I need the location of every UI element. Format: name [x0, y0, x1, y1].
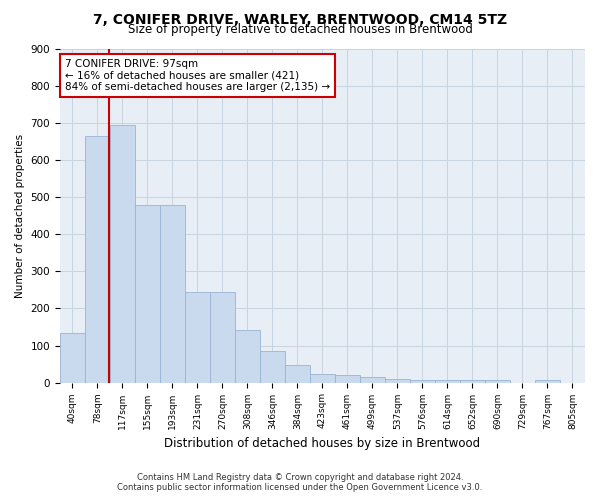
Bar	[385, 379, 410, 382]
Bar	[85, 136, 110, 382]
Bar	[485, 380, 510, 382]
Bar	[60, 332, 85, 382]
Bar	[460, 380, 485, 382]
Bar	[185, 292, 210, 382]
Bar	[310, 374, 335, 382]
Bar	[335, 375, 360, 382]
X-axis label: Distribution of detached houses by size in Brentwood: Distribution of detached houses by size …	[164, 437, 481, 450]
Bar	[285, 365, 310, 382]
Text: Size of property relative to detached houses in Brentwood: Size of property relative to detached ho…	[128, 22, 472, 36]
Text: 7, CONIFER DRIVE, WARLEY, BRENTWOOD, CM14 5TZ: 7, CONIFER DRIVE, WARLEY, BRENTWOOD, CM1…	[93, 12, 507, 26]
Y-axis label: Number of detached properties: Number of detached properties	[15, 134, 25, 298]
Bar	[410, 380, 435, 382]
Bar	[135, 206, 160, 382]
Bar	[160, 206, 185, 382]
Bar	[110, 125, 135, 382]
Bar	[235, 330, 260, 382]
Bar	[360, 377, 385, 382]
Bar	[435, 380, 460, 382]
Text: Contains HM Land Registry data © Crown copyright and database right 2024.
Contai: Contains HM Land Registry data © Crown c…	[118, 473, 482, 492]
Bar	[210, 292, 235, 382]
Bar	[535, 380, 560, 382]
Text: 7 CONIFER DRIVE: 97sqm
← 16% of detached houses are smaller (421)
84% of semi-de: 7 CONIFER DRIVE: 97sqm ← 16% of detached…	[65, 59, 330, 92]
Bar	[260, 351, 285, 382]
